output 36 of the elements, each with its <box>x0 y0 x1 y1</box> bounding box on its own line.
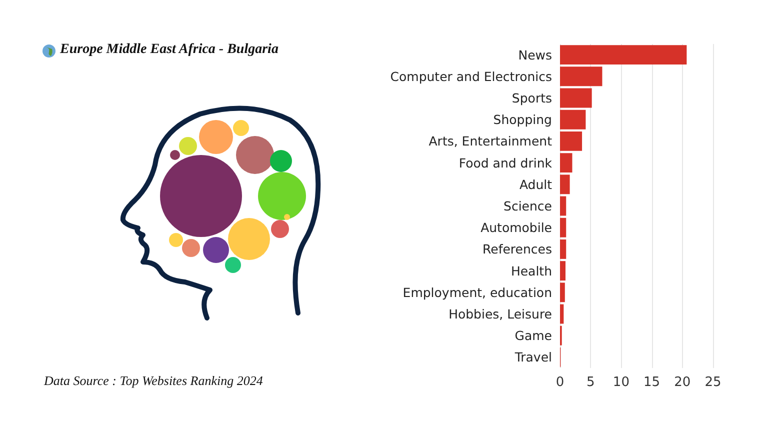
bar <box>560 66 602 86</box>
bar <box>560 88 592 108</box>
bar <box>560 131 582 151</box>
x-tick-label: 10 <box>612 375 630 390</box>
y-tick-label: Adult <box>519 176 552 192</box>
bar <box>560 45 687 65</box>
y-tick-label: References <box>482 242 552 257</box>
bar <box>560 261 566 281</box>
bar <box>560 304 564 324</box>
y-tick-label: Health <box>510 263 552 278</box>
y-tick-label: Hobbies, Leisure <box>448 306 552 322</box>
bar <box>560 239 566 259</box>
y-tick-label: Sports <box>512 90 552 106</box>
y-tick-label: Science <box>504 198 552 214</box>
bar <box>560 153 572 173</box>
source-note: Data Source : Top Websites Ranking 2024 <box>44 373 263 389</box>
x-tick-label: 20 <box>674 375 691 390</box>
x-tick-label: 15 <box>644 375 660 390</box>
text: Europe Middle East Africa - Bulgaria <box>60 42 278 58</box>
y-tick-label: Employment, education <box>402 284 552 300</box>
x-tick-label: 5 <box>586 375 595 390</box>
bar <box>560 174 570 194</box>
x-tick-label: 0 <box>556 375 564 390</box>
x-tick-label: 25 <box>704 375 722 390</box>
y-tick-label: Computer and Electronics <box>390 68 552 84</box>
y-tick-label: Travel <box>514 350 552 365</box>
y-tick-label: Shopping <box>493 112 552 128</box>
bar <box>560 218 566 238</box>
y-tick-label: Food and drink <box>458 155 553 170</box>
bar <box>560 110 586 130</box>
bar <box>560 282 565 302</box>
bar <box>560 196 566 216</box>
y-tick-label: Game <box>514 328 552 344</box>
y-tick-label: Arts, Entertainment <box>428 134 552 149</box>
y-tick-label: News <box>518 47 552 62</box>
y-tick-label: Automobile <box>480 220 552 236</box>
